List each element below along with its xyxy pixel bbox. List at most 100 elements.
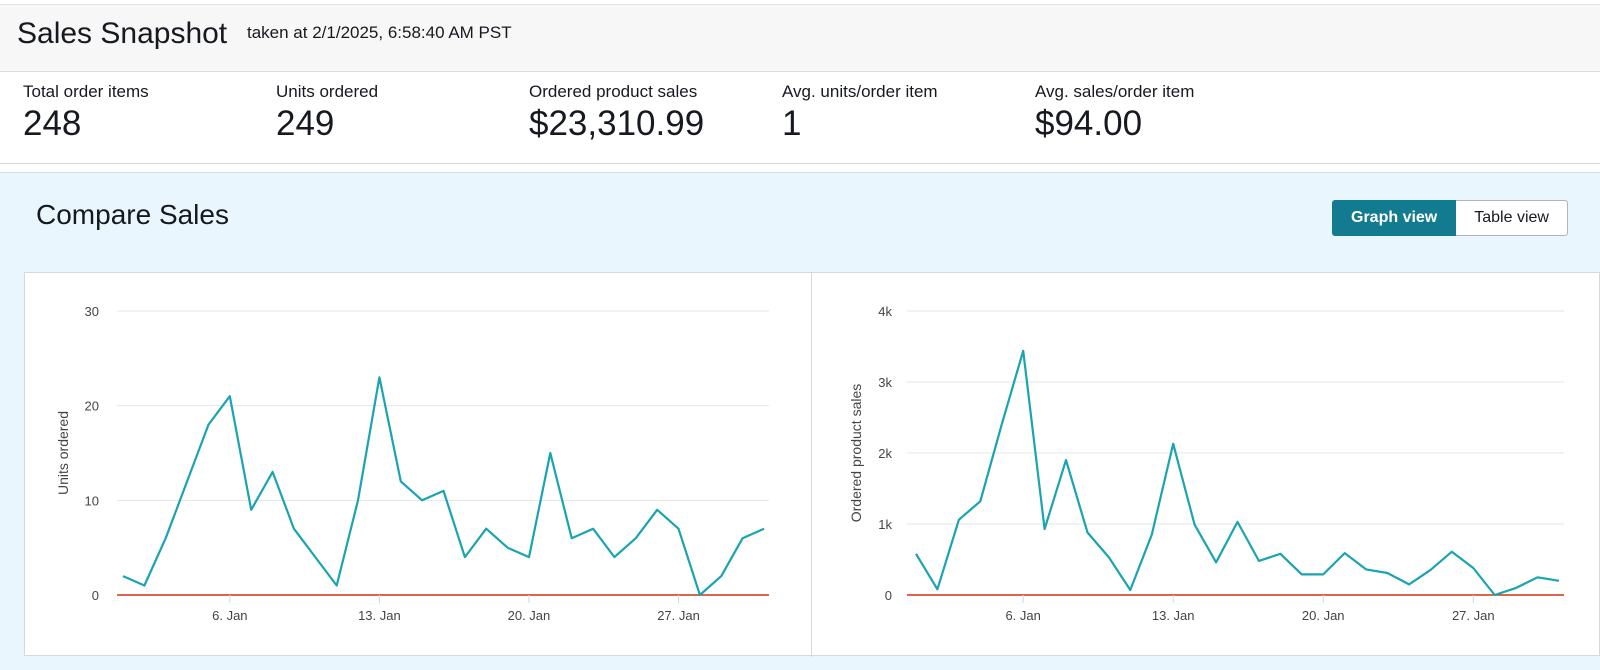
units-ordered-chart: 0 10 20 30 6. Jan 13. Jan 20. Jan 27. Jan Units … [55, 304, 769, 623]
sales-series-line [915, 349, 1560, 597]
units-data-point[interactable] [439, 486, 449, 496]
units-data-point[interactable] [460, 552, 470, 562]
sales-data-point[interactable] [1425, 565, 1435, 575]
y-tick-label: 1k [878, 517, 892, 532]
units-data-point[interactable] [182, 476, 192, 486]
sales-data-point[interactable] [1104, 552, 1114, 562]
units-data-point[interactable] [161, 533, 171, 543]
charts-panel: 0 10 20 30 6. Jan 13. Jan 20. Jan 27. Jan Units … [24, 272, 1600, 657]
sales-data-point[interactable] [1125, 585, 1135, 595]
sales-data-point[interactable] [1318, 569, 1328, 579]
sales-data-point[interactable] [1533, 572, 1543, 582]
sales-data-point[interactable] [954, 515, 964, 525]
metric-total-order-items: Total order items 248 [23, 82, 149, 144]
y-tick-label: 0 [885, 588, 892, 603]
x-tick-label: 13. Jan [1152, 608, 1195, 623]
units-data-point[interactable] [609, 552, 619, 562]
metric-value: $94.00 [1035, 104, 1143, 143]
units-data-point[interactable] [225, 391, 235, 401]
y-tick-label: 30 [85, 304, 99, 319]
sales-data-point[interactable] [1211, 557, 1221, 567]
metric-label: Avg. sales/order item [1035, 82, 1195, 101]
sales-data-point[interactable] [1383, 568, 1393, 578]
y-tick-label: 20 [85, 399, 99, 414]
units-data-point[interactable] [588, 524, 598, 534]
units-data-point[interactable] [396, 476, 406, 486]
sales-data-point[interactable] [1340, 548, 1350, 558]
units-data-point[interactable] [310, 552, 320, 562]
metric-value: $23,310.99 [529, 104, 705, 143]
table-view-button[interactable]: Table view [1456, 200, 1568, 236]
sales-data-point[interactable] [1040, 524, 1050, 534]
units-data-point[interactable] [695, 590, 705, 600]
y-tick-label: 3k [878, 375, 892, 390]
sales-data-point[interactable] [975, 496, 985, 506]
units-data-point[interactable] [524, 552, 534, 562]
sales-data-point[interactable] [1447, 547, 1457, 557]
section-title: Compare Sales [36, 199, 229, 230]
sales-data-point[interactable] [932, 584, 942, 594]
units-data-point[interactable] [567, 533, 577, 543]
y-axis-label: Ordered product sales [848, 384, 864, 523]
units-data-point[interactable] [503, 543, 513, 553]
units-data-point[interactable] [139, 581, 149, 591]
units-data-point[interactable] [674, 524, 684, 534]
sales-data-point[interactable] [1490, 590, 1500, 600]
metrics-bar: Total order items 248 Units ordered 249 … [0, 72, 1600, 164]
x-tick-label: 13. Jan [358, 608, 401, 623]
sales-data-point[interactable] [1018, 346, 1028, 356]
units-series-line [122, 376, 765, 597]
units-data-point[interactable] [374, 372, 384, 382]
sales-data-point[interactable] [1361, 564, 1371, 574]
metric-label: Units ordered [276, 82, 379, 101]
metric-value: 248 [23, 104, 82, 143]
sales-data-point[interactable] [911, 549, 921, 559]
units-data-point[interactable] [289, 524, 299, 534]
units-data-point[interactable] [118, 571, 128, 581]
units-data-point[interactable] [203, 420, 213, 430]
units-data-point[interactable] [738, 533, 748, 543]
units-data-point[interactable] [631, 533, 641, 543]
units-data-point[interactable] [652, 505, 662, 515]
snapshot-timestamp: taken at 2/1/2025, 6:58:40 AM PST [247, 23, 512, 42]
sales-data-point[interactable] [1254, 556, 1264, 566]
sales-data-point[interactable] [1190, 520, 1200, 530]
units-data-point[interactable] [268, 467, 278, 477]
sales-data-point[interactable] [997, 420, 1007, 430]
y-axis-label: Units ordered [55, 411, 71, 495]
units-data-point[interactable] [353, 495, 363, 505]
sales-data-point[interactable] [1404, 579, 1414, 589]
graph-view-button[interactable]: Graph view [1332, 200, 1457, 236]
page-title: Sales Snapshot [17, 17, 228, 50]
units-data-point[interactable] [545, 448, 555, 458]
units-data-point[interactable] [246, 505, 256, 515]
sales-data-point[interactable] [1168, 439, 1178, 449]
view-toggle: Graph view Table view [1332, 200, 1568, 236]
sales-data-point[interactable] [1061, 455, 1071, 465]
units-data-point[interactable] [332, 581, 342, 591]
sales-data-point[interactable] [1554, 576, 1564, 586]
sales-data-point[interactable] [1233, 517, 1243, 527]
x-tick-label: 27. Jan [657, 608, 700, 623]
sales-data-point[interactable] [1147, 530, 1157, 540]
snapshot-header: Sales Snapshot taken at 2/1/2025, 6:58:4… [0, 4, 1600, 72]
sales-data-point[interactable] [1275, 549, 1285, 559]
compare-sales-section: Compare Sales Graph view Table view 0 10 2… [0, 172, 1600, 670]
units-data-point[interactable] [417, 495, 427, 505]
ordered-product-sales-chart: 0 1k 2k 3k 4k 6. Jan 13. Jan 20. Jan 27. Jan Orde… [848, 304, 1564, 623]
x-tick-label: 27. Jan [1452, 608, 1495, 623]
x-tick-label: 20. Jan [508, 608, 551, 623]
metric-avg-units-per-order-item: Avg. units/order item 1 [782, 82, 938, 144]
metric-value: 249 [276, 104, 335, 143]
metric-value: 1 [782, 104, 802, 143]
y-tick-label: 4k [878, 304, 892, 319]
chart-divider [811, 273, 812, 657]
units-data-point[interactable] [759, 524, 769, 534]
sales-data-point[interactable] [1082, 528, 1092, 538]
sales-data-point[interactable] [1468, 563, 1478, 573]
units-data-point[interactable] [716, 571, 726, 581]
sales-data-point[interactable] [1511, 583, 1521, 593]
y-tick-label: 2k [878, 446, 892, 461]
sales-data-point[interactable] [1297, 569, 1307, 579]
units-data-point[interactable] [481, 524, 491, 534]
